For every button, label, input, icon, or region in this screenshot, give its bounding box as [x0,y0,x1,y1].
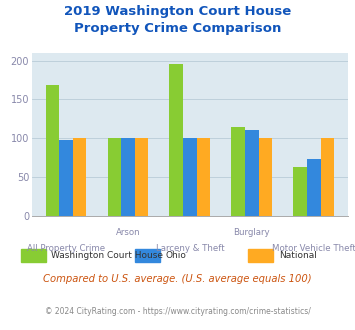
Bar [45,85,59,216]
Text: Motor Vehicle Theft: Motor Vehicle Theft [272,244,355,253]
Bar [245,130,259,216]
Bar [135,138,148,216]
Text: 2019 Washington Court House
Property Crime Comparison: 2019 Washington Court House Property Cri… [64,5,291,35]
Text: All Property Crime: All Property Crime [27,244,105,253]
Bar [183,138,197,216]
Bar [231,127,245,216]
Bar [108,138,121,216]
Bar [197,138,211,216]
Bar [259,138,272,216]
Text: Ohio: Ohio [165,251,186,260]
Text: National: National [279,251,317,260]
Bar [321,138,334,216]
Text: © 2024 CityRating.com - https://www.cityrating.com/crime-statistics/: © 2024 CityRating.com - https://www.city… [45,307,310,316]
Text: Arson: Arson [116,228,140,237]
Text: Compared to U.S. average. (U.S. average equals 100): Compared to U.S. average. (U.S. average … [43,274,312,284]
Bar [59,140,73,216]
Text: Washington Court House: Washington Court House [51,251,163,260]
Text: Burglary: Burglary [234,228,270,237]
Bar [307,159,321,216]
Bar [293,167,307,216]
Text: Larceny & Theft: Larceny & Theft [155,244,224,253]
Bar [169,64,183,216]
Bar [73,138,87,216]
Bar [121,138,135,216]
